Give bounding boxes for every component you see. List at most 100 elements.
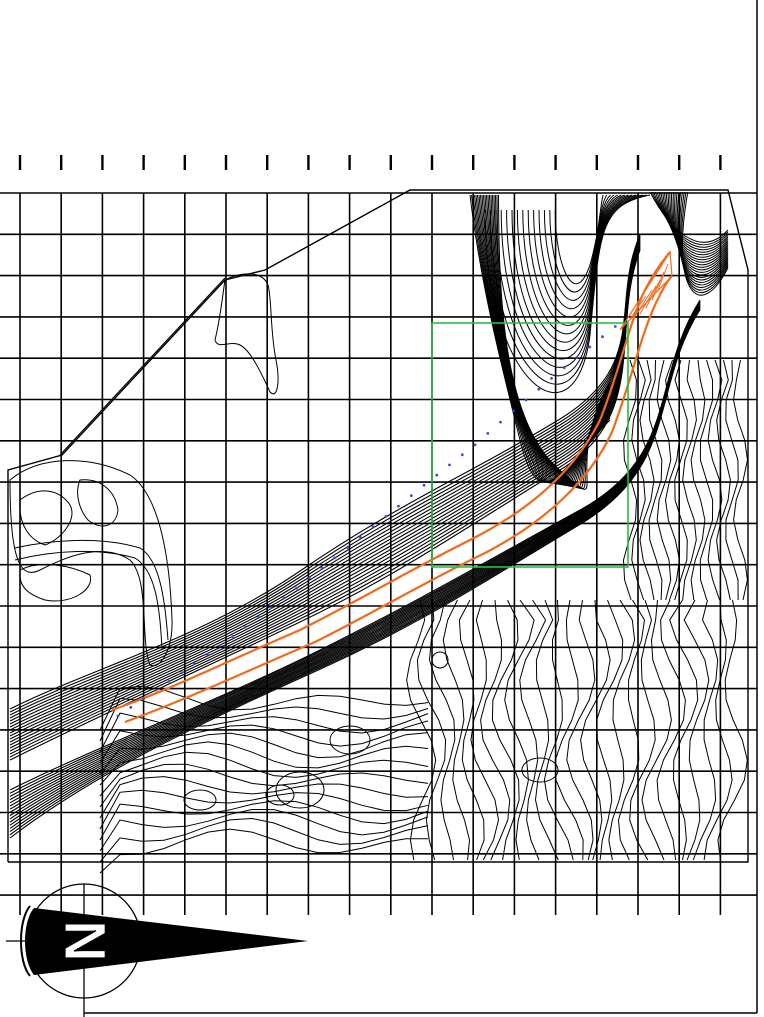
contour-line [477, 194, 611, 484]
survey-point [460, 453, 464, 457]
contour-line [681, 191, 729, 296]
contour-line [99, 697, 429, 742]
contour-closed [275, 771, 325, 809]
contour-line [506, 194, 636, 360]
contour-line [478, 194, 611, 485]
contour-line [481, 194, 611, 485]
contour-line [629, 599, 656, 861]
survey-point [256, 616, 260, 619]
contour-line [99, 732, 429, 775]
contour-closed [265, 784, 295, 806]
contour-line [674, 359, 688, 601]
channel-hatching [627, 263, 669, 323]
survey-point [129, 706, 133, 709]
contour-line [99, 817, 429, 863]
contour-line [480, 599, 511, 861]
survey-point [116, 714, 120, 718]
contour-line [483, 194, 611, 486]
contour-line [692, 599, 719, 861]
contour-line [660, 191, 729, 258]
contour-line [671, 191, 729, 273]
contour-line [725, 359, 739, 601]
contour-line [504, 599, 535, 861]
contour-line [676, 191, 729, 283]
survey-point [601, 335, 604, 339]
contour-line [566, 599, 596, 861]
contour-line [554, 599, 584, 861]
contour-line [716, 359, 731, 601]
contour-line [549, 194, 608, 293]
survey-point [511, 409, 515, 413]
survey-point [588, 345, 592, 349]
west-feature-contours [9, 273, 279, 667]
survey-point [358, 535, 362, 539]
survey-point [537, 387, 541, 391]
survey-point [409, 494, 413, 498]
contour-line [679, 191, 729, 288]
contour-line [480, 194, 611, 485]
contour-line [675, 191, 729, 281]
contour-line [631, 359, 646, 601]
contour-line [99, 763, 429, 808]
contour-line [428, 599, 456, 861]
contour-line [554, 194, 604, 285]
survey-point [167, 680, 171, 683]
contour-line [9, 246, 641, 749]
contour-line [527, 194, 622, 326]
survey-point [613, 325, 617, 328]
north-arrow-icon: N [6, 883, 308, 1017]
survey-point [397, 504, 400, 508]
contour-line [522, 194, 625, 335]
contour-line [656, 359, 672, 601]
contour-line [495, 194, 643, 377]
sheet-border [84, 0, 758, 1014]
contour-line [664, 359, 681, 601]
survey-boundary [7, 189, 749, 863]
contour-line [489, 194, 611, 487]
contour-line [667, 191, 729, 268]
survey-point [435, 473, 439, 477]
survey-point [550, 377, 553, 380]
survey-point [473, 443, 477, 447]
survey-point [320, 566, 324, 570]
contour-line [680, 191, 729, 291]
contour-line [489, 194, 647, 385]
survey-point [422, 483, 426, 487]
contour-line [500, 194, 640, 368]
contour-line [99, 789, 429, 830]
contour-line [487, 194, 611, 487]
contour-line [703, 599, 733, 861]
contour-line [669, 599, 699, 861]
contour-line [707, 359, 723, 601]
survey-point [486, 432, 490, 435]
contour-line [533, 194, 618, 318]
survey-point [193, 662, 196, 666]
contour-line [511, 194, 633, 352]
contour-line [683, 599, 710, 861]
contour-line [519, 599, 547, 861]
contour-line [732, 359, 749, 601]
contour-line [672, 191, 729, 276]
contour-line [9, 248, 641, 755]
contour-line [486, 194, 611, 487]
contour-line [653, 191, 729, 248]
contour-line [9, 248, 641, 758]
contour-line [663, 191, 729, 263]
contour-line [669, 191, 729, 271]
contour-line [484, 194, 611, 486]
contour-line [99, 776, 429, 819]
survey-point [282, 596, 286, 600]
survey-point [346, 546, 349, 549]
contour-line [9, 234, 641, 710]
contour-line [677, 191, 729, 286]
survey-point [205, 653, 209, 657]
contour-line [580, 599, 611, 861]
contour-line [622, 359, 638, 601]
survey-point [448, 463, 451, 467]
contour-line [416, 599, 447, 861]
survey-point [333, 556, 337, 560]
contour-line [665, 191, 729, 266]
contour-closed [183, 789, 217, 811]
contour-line [662, 191, 729, 261]
contour-line [538, 194, 615, 310]
